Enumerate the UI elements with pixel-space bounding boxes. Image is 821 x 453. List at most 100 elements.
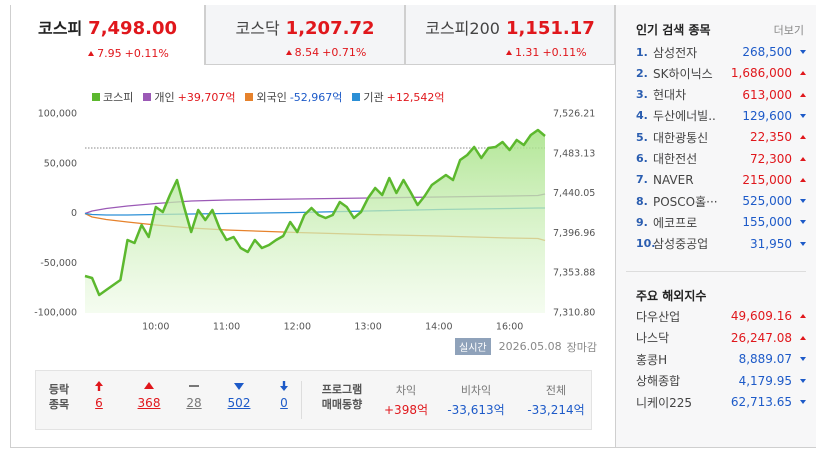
icon-shape bbox=[234, 383, 244, 390]
stock-price: 155,000 bbox=[742, 215, 792, 230]
y2-tick-label: 7,440.05 bbox=[553, 188, 595, 199]
x-tick-label: 12:00 bbox=[284, 322, 311, 333]
arrow-cell bbox=[792, 92, 806, 97]
breadth-item: 0 bbox=[266, 380, 302, 410]
up-arrow bbox=[800, 71, 806, 76]
index-change: 8.54 +0.71% bbox=[285, 46, 375, 59]
legend-label: 외국인 bbox=[256, 91, 287, 104]
arrow-cell bbox=[792, 314, 806, 318]
x-tick-label: 16:00 bbox=[496, 322, 523, 333]
stock-name: 현대차 bbox=[653, 88, 687, 103]
up-arrow bbox=[800, 335, 806, 340]
world-name: 홍콩H bbox=[636, 352, 668, 367]
y-tick-label: -50,000 bbox=[40, 258, 77, 269]
legend-item: 외국인 -52,967억 bbox=[245, 89, 342, 105]
down-arrow bbox=[800, 50, 806, 54]
program-name: 전체 bbox=[545, 384, 567, 397]
down-arrow bbox=[800, 220, 806, 225]
change-value: 8.54 bbox=[294, 46, 320, 59]
popular-row: 5. 대한광통신 22,350 bbox=[636, 127, 806, 147]
stock-price: 613,000 bbox=[742, 87, 792, 102]
breadth-count[interactable]: 0 bbox=[280, 396, 288, 410]
up-arrow bbox=[800, 156, 806, 161]
legend-value: +39,707억 bbox=[177, 91, 236, 104]
y2-tick-label: 7,310.80 bbox=[553, 308, 595, 319]
world-row: 홍콩H 8,889.07 bbox=[636, 349, 806, 369]
breadth-count[interactable]: 368 bbox=[137, 396, 161, 410]
status-state: 장마감 bbox=[566, 340, 597, 354]
world-row: 니케이225 62,713.65 bbox=[636, 392, 806, 412]
index-tab: 코스닥 1,207.72 8.54 +0.71% bbox=[205, 5, 405, 65]
index-change: 7.95 +0.11% bbox=[88, 47, 177, 60]
stock-name: POSCO홀··· bbox=[653, 194, 718, 209]
up-arrow bbox=[800, 314, 806, 318]
up-arrow bbox=[88, 50, 95, 56]
stock-price: 22,350 bbox=[750, 130, 792, 145]
index-value: 7,498.00 bbox=[88, 18, 177, 39]
index-name: 코스피200 bbox=[425, 19, 500, 38]
index-name: 코스닥 bbox=[235, 19, 280, 38]
rank: 1. bbox=[636, 45, 648, 59]
legend-item: 개인 +39,707억 bbox=[143, 89, 235, 105]
icon-shape bbox=[144, 382, 154, 389]
world-value: 26,247.08 bbox=[730, 330, 792, 345]
arrow-cell bbox=[792, 199, 806, 204]
rank: 9. bbox=[636, 215, 648, 229]
y-tick-label: 100,000 bbox=[38, 109, 77, 120]
line bbox=[84, 128, 546, 297]
legend-label: 개인 bbox=[154, 91, 175, 104]
index-value: 1,151.17 bbox=[505, 18, 595, 39]
world-name: 다우산업 bbox=[636, 309, 681, 324]
program-name: 비차익 bbox=[460, 384, 492, 397]
y2-tick-label: 7,353.88 bbox=[553, 268, 595, 279]
change-value: 1.31 bbox=[514, 46, 540, 59]
more-link[interactable]: 더보기 bbox=[773, 24, 804, 37]
popular-row: 9. 에코프로 155,000 bbox=[636, 212, 806, 232]
world-row: 상해종합 4,179.95 bbox=[636, 371, 806, 391]
arrow-cell bbox=[792, 241, 806, 246]
status-badge: 실시간 bbox=[455, 338, 491, 355]
down-arrow bbox=[800, 357, 806, 362]
world-value: 4,179.95 bbox=[738, 373, 792, 388]
breadth-count[interactable]: 502 bbox=[227, 396, 251, 410]
stock-name: 삼성전자 bbox=[653, 45, 698, 60]
chart: 100,000 50,000 0 -50,000 -100,000 7,526.21 7,4… bbox=[34, 109, 595, 333]
rank: 8. bbox=[636, 194, 648, 208]
arrow-cell bbox=[792, 335, 806, 340]
rank: 2. bbox=[636, 66, 648, 80]
index-content: 코스피 7,498.00 7.95 +0.11% bbox=[38, 15, 177, 65]
legend-swatch bbox=[352, 93, 361, 101]
world-title: 주요 해외지수 bbox=[636, 289, 707, 303]
breadth-item: 368 bbox=[131, 380, 167, 410]
down-arrow bbox=[800, 199, 806, 204]
index-content: 코스피200 1,151.17 1.31 +0.11% bbox=[425, 15, 595, 64]
legend-value: +12,542억 bbox=[386, 91, 445, 104]
arrow-cell bbox=[792, 357, 806, 362]
down-arrow bbox=[800, 400, 806, 405]
change-value: 7.95 bbox=[97, 46, 122, 60]
breadth-count[interactable]: 28 bbox=[186, 396, 202, 410]
breadth-label: 등락 종목 bbox=[44, 382, 74, 412]
program-value: +398억 bbox=[384, 403, 428, 417]
arrow-cell bbox=[792, 71, 806, 76]
breadth-count[interactable]: 6 bbox=[95, 396, 103, 410]
legend-swatch bbox=[143, 93, 152, 101]
popular-row: 10. 삼성중공업 31,950 bbox=[636, 234, 806, 254]
icon-shape bbox=[280, 381, 288, 391]
arrow-cell bbox=[792, 135, 806, 140]
stock-name: 에코프로 bbox=[653, 215, 698, 230]
arrow-cell bbox=[792, 220, 806, 225]
popular-title: 인기 검색 종목 bbox=[636, 23, 711, 37]
program-column: 비차익 -33,613억 bbox=[441, 382, 511, 418]
rank: 10. bbox=[636, 237, 656, 251]
breadth-item: 502 bbox=[221, 380, 257, 410]
y2-tick-label: 7,526.21 bbox=[553, 109, 595, 120]
change-rate: +0.11% bbox=[542, 46, 587, 59]
breadth-icon bbox=[144, 382, 154, 389]
stock-price: 72,300 bbox=[750, 151, 792, 166]
up-arrow bbox=[505, 50, 512, 55]
label-line: 등락 bbox=[48, 383, 70, 396]
legend: 코스피 개인 +39,707억 외국인 -52,967억 기관 +12,542억 bbox=[92, 89, 445, 105]
legend-item: 기관 +12,542억 bbox=[352, 89, 445, 105]
arrow-cell bbox=[792, 400, 806, 405]
